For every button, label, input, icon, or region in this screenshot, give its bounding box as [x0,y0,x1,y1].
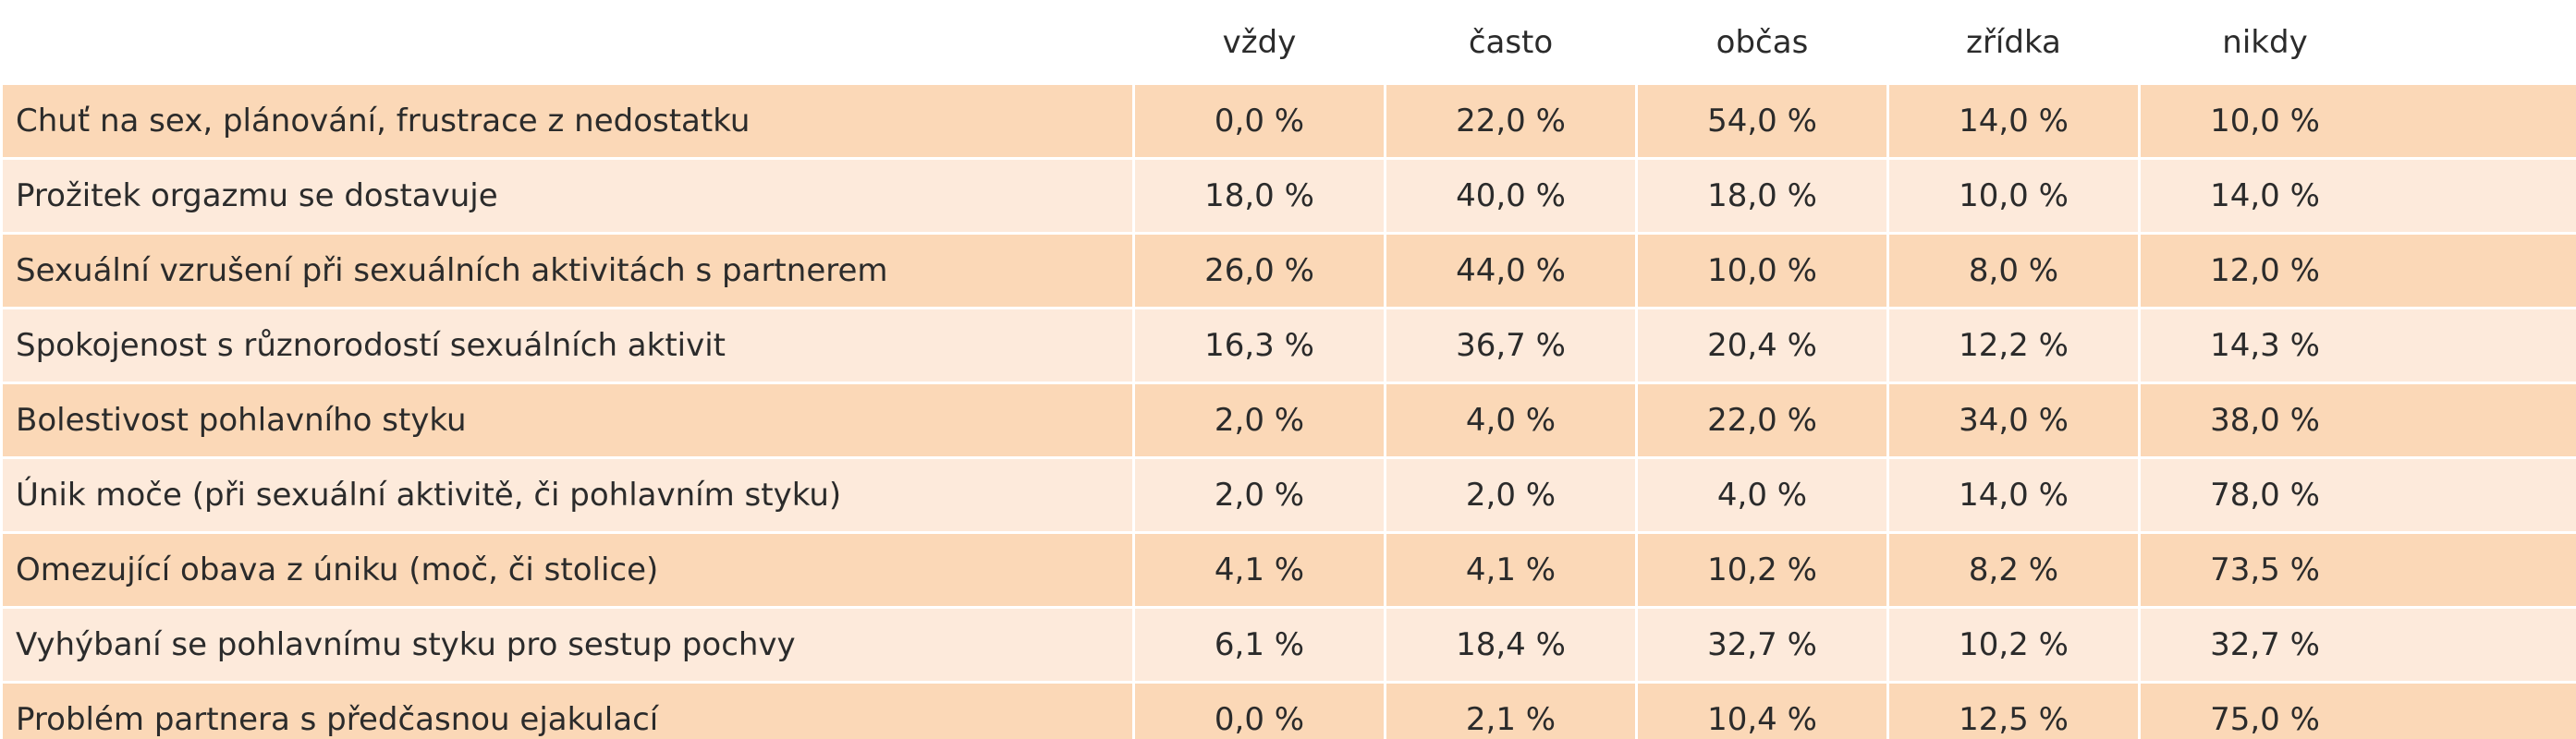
cell-value: 10,0 % [2138,82,2576,160]
cell-value: 12,0 % [2138,232,2576,309]
cell-value: 12,5 % [1886,681,2141,739]
row-label: Chuť na sex, plánování, frustrace z nedo… [0,82,1135,160]
row-label: Bolestivost pohlavního styku [0,382,1135,459]
cell-value: 20,4 % [1635,307,1889,384]
cell-value: 10,2 % [1886,606,2141,684]
cell-value: 4,0 % [1384,382,1638,459]
cell-value: 75,0 % [2138,681,2576,739]
cell-value: 22,0 % [1384,82,1638,160]
cell-value: 73,5 % [2138,531,2576,609]
row-label: Sexuální vzrušení při sexuálních aktivit… [0,232,1135,309]
cell-value: 26,0 % [1132,232,1386,309]
cell-value: 4,1 % [1132,531,1386,609]
column-header: občas [1635,0,1889,85]
cell-value: 10,2 % [1635,531,1889,609]
cell-value: 18,0 % [1635,157,1889,235]
row-label: Prožitek orgazmu se dostavuje [0,157,1135,235]
cell-value: 22,0 % [1635,382,1889,459]
cell-value: 14,0 % [2138,157,2576,235]
row-label: Problém partnera s předčasnou ejakulací [0,681,1135,739]
cell-value: 2,0 % [1384,456,1638,534]
table-row: Vyhýbaní se pohlavnímu styku pro sestup … [0,606,2576,684]
cell-value: 10,0 % [1886,157,2141,235]
table-row: Prožitek orgazmu se dostavuje 18,0 % 40,0 … [0,157,2576,235]
cell-value: 38,0 % [2138,382,2576,459]
table-row: Chuť na sex, plánování, frustrace z nedo… [0,82,2576,160]
cell-value: 34,0 % [1886,382,2141,459]
column-header: často [1384,0,1638,85]
cell-value: 14,3 % [2138,307,2576,384]
cell-value: 40,0 % [1384,157,1638,235]
cell-value: 36,7 % [1384,307,1638,384]
cell-value: 4,0 % [1635,456,1889,534]
row-label: Vyhýbaní se pohlavnímu styku pro sestup … [0,606,1135,684]
cell-value: 78,0 % [2138,456,2576,534]
cell-value: 2,1 % [1384,681,1638,739]
cell-value: 2,0 % [1132,456,1386,534]
cell-value: 4,1 % [1384,531,1638,609]
row-label: Únik moče (při sexuální aktivitě, či poh… [0,456,1135,534]
table-row: Problém partnera s předčasnou ejakulací 0… [0,681,2576,739]
cell-value: 8,2 % [1886,531,2141,609]
row-label: Omezující obava z úniku (moč, či stolice… [0,531,1135,609]
table-row: Únik moče (při sexuální aktivitě, či poh… [0,456,2576,534]
header-empty [0,0,1135,85]
cell-value: 10,0 % [1635,232,1889,309]
cell-value: 16,3 % [1132,307,1386,384]
cell-value: 32,7 % [1635,606,1889,684]
cell-value: 54,0 % [1635,82,1889,160]
cell-value: 2,0 % [1132,382,1386,459]
cell-value: 0,0 % [1132,82,1386,160]
cell-value: 32,7 % [2138,606,2576,684]
cell-value: 14,0 % [1886,82,2141,160]
column-header: nikdy [2138,0,2576,85]
row-label: Spokojenost s různorodostí sexuálních ak… [0,307,1135,384]
column-header: zřídka [1886,0,2141,85]
cell-value: 12,2 % [1886,307,2141,384]
cell-value: 18,4 % [1384,606,1638,684]
cell-value: 0,0 % [1132,681,1386,739]
table-row: Omezující obava z úniku (moč, či stolice… [0,531,2576,609]
cell-value: 8,0 % [1886,232,2141,309]
column-header: vždy [1132,0,1386,85]
cell-value: 10,4 % [1635,681,1889,739]
table-row: Sexuální vzrušení při sexuálních aktivit… [0,232,2576,309]
table-row: Spokojenost s různorodostí sexuálních ak… [0,307,2576,384]
header-row: vždy často občas zřídka nikdy [0,0,2576,85]
cell-value: 6,1 % [1132,606,1386,684]
cell-value: 14,0 % [1886,456,2141,534]
cell-value: 44,0 % [1384,232,1638,309]
cell-value: 18,0 % [1132,157,1386,235]
table-row: Bolestivost pohlavního styku 2,0 % 4,0 % 22… [0,382,2576,459]
